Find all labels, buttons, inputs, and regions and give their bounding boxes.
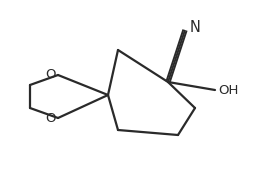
Text: O: O xyxy=(45,69,55,81)
Text: N: N xyxy=(190,20,201,35)
Text: OH: OH xyxy=(218,83,238,97)
Text: O: O xyxy=(45,112,55,124)
